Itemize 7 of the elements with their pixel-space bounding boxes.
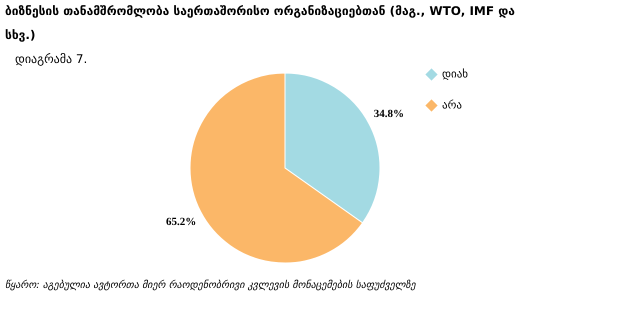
data-label: 34.8% xyxy=(374,108,404,120)
text: დიაგრამა 7. xyxy=(15,52,88,66)
chart-title: ბიზნესის თანამშრომლობა საერთაშორისო ორგანიზაციებთან (მაგ., WTO, IMF და სხვ.) xyxy=(5,4,516,42)
text: წყარო: აგებულია ავტორთა მიერ რაოდენობრივი კვლევის მონაცემების საფუძველზე xyxy=(5,279,416,291)
legend-label: არა xyxy=(442,98,462,112)
data-label: 65.2% xyxy=(166,216,196,228)
legend-label: დიახ xyxy=(442,68,468,80)
